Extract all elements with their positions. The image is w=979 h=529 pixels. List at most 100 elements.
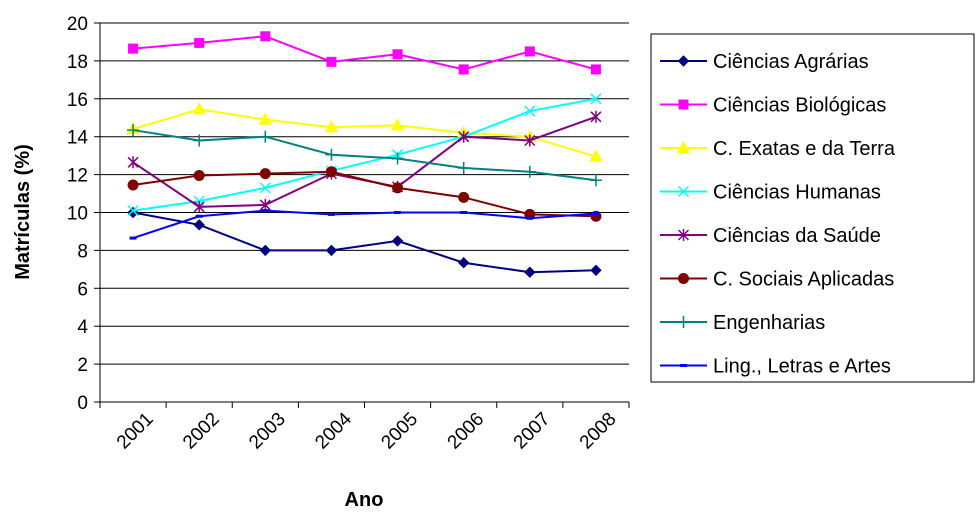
series-8 bbox=[129, 209, 600, 240]
legend-marker bbox=[677, 316, 690, 328]
x-tick-label: 2005 bbox=[377, 409, 422, 454]
data-point bbox=[193, 170, 205, 182]
data-point bbox=[259, 168, 271, 180]
data-point bbox=[590, 110, 602, 123]
legend-marker bbox=[678, 99, 689, 110]
y-tick-label: 4 bbox=[77, 317, 88, 338]
legend: Ciências Agrárias Ciências Biológicas C. E… bbox=[650, 33, 975, 383]
data-point bbox=[193, 134, 206, 147]
data-point bbox=[526, 216, 534, 220]
y-tick-labels: 0 2 4 6 8 10 12 14 16 18 20 bbox=[67, 14, 89, 414]
legend-label: Ciências da Saúde bbox=[713, 225, 881, 247]
y-tick-label: 8 bbox=[77, 241, 88, 262]
x-tick-label: 2004 bbox=[311, 408, 356, 453]
data-point bbox=[590, 64, 601, 75]
data-point bbox=[458, 130, 470, 143]
data-point bbox=[458, 64, 469, 75]
legend-label: C. Sociais Aplicadas bbox=[713, 269, 894, 291]
legend-marker bbox=[678, 273, 689, 284]
legend-marker bbox=[676, 140, 691, 153]
data-point bbox=[127, 206, 139, 219]
data-point bbox=[457, 161, 470, 174]
data-point bbox=[194, 37, 205, 48]
legend-label: Ciências Humanas bbox=[713, 182, 881, 204]
data-point bbox=[391, 152, 404, 165]
data-point bbox=[325, 166, 337, 178]
legend-entry: Engenharias bbox=[660, 312, 825, 334]
series-line bbox=[132, 35, 597, 71]
data-point bbox=[127, 124, 140, 137]
series-line bbox=[132, 211, 596, 274]
x-tick-label: 2008 bbox=[576, 409, 621, 454]
legend-label: Ciências Biológicas bbox=[713, 95, 886, 117]
data-point bbox=[325, 148, 338, 161]
data-point bbox=[524, 266, 536, 278]
data-point bbox=[129, 236, 137, 240]
data-point bbox=[193, 219, 205, 231]
legend-marker bbox=[680, 364, 687, 367]
y-tick-label: 10 bbox=[67, 204, 88, 225]
y-tick-label: 16 bbox=[67, 90, 88, 111]
y-tick-label: 12 bbox=[67, 166, 88, 187]
data-point bbox=[524, 134, 536, 147]
legend-entry: Ciências Humanas bbox=[660, 182, 881, 204]
data-point bbox=[460, 211, 468, 214]
data-point bbox=[261, 209, 269, 213]
x-tick-label: 2002 bbox=[179, 409, 224, 454]
data-point bbox=[258, 112, 273, 125]
data-point bbox=[458, 191, 470, 203]
legend-label: C. Exatas e da Terra bbox=[713, 138, 896, 160]
data-point bbox=[394, 211, 402, 214]
data-point bbox=[589, 174, 602, 187]
data-point bbox=[127, 156, 139, 169]
y-tick-label: 20 bbox=[67, 14, 88, 35]
data-point bbox=[193, 200, 205, 213]
legend-marker bbox=[677, 229, 690, 241]
legend-box bbox=[650, 33, 975, 383]
series-line bbox=[132, 129, 597, 182]
x-tick-labels: 2001 2002 2003 2004 2005 2006 2007 2008 bbox=[113, 408, 621, 453]
legend-marker bbox=[677, 55, 690, 67]
data-point bbox=[392, 182, 404, 194]
legend-marker bbox=[677, 185, 690, 198]
series-line bbox=[132, 170, 596, 218]
legend-entry: Ciências da Saúde bbox=[660, 225, 881, 247]
data-point bbox=[524, 46, 535, 57]
data-point bbox=[259, 182, 271, 194]
series-6 bbox=[127, 166, 602, 222]
y-tick-label: 6 bbox=[77, 279, 88, 300]
data-point bbox=[392, 49, 403, 60]
data-point bbox=[259, 198, 271, 211]
legend-entry: Ciências Biológicas bbox=[660, 95, 886, 117]
data-point bbox=[127, 179, 139, 191]
series-3 bbox=[126, 102, 603, 162]
x-tick-label: 2007 bbox=[510, 409, 555, 454]
data-point bbox=[590, 93, 602, 105]
data-point bbox=[326, 56, 337, 67]
legend-label: Engenharias bbox=[713, 312, 825, 334]
data-point bbox=[260, 31, 271, 42]
series-2 bbox=[128, 31, 601, 75]
data-point bbox=[195, 214, 203, 218]
y-tick-label: 14 bbox=[67, 128, 89, 149]
series-line bbox=[132, 209, 597, 240]
series-line bbox=[132, 108, 597, 158]
y-axis-title: Matrículas (%) bbox=[12, 144, 34, 280]
data-point bbox=[523, 165, 536, 178]
data-point bbox=[192, 102, 207, 115]
data-point bbox=[127, 205, 139, 217]
data-point bbox=[324, 120, 339, 133]
data-point bbox=[259, 130, 272, 143]
y-tick-label: 0 bbox=[77, 393, 88, 414]
data-point bbox=[590, 264, 602, 277]
data-point bbox=[457, 257, 470, 269]
data-point bbox=[589, 149, 603, 162]
x-tick-label: 2006 bbox=[444, 409, 489, 454]
data-point bbox=[524, 105, 536, 117]
y-tick-label: 2 bbox=[77, 355, 88, 376]
data-point bbox=[592, 211, 600, 215]
x-tick-label: 2003 bbox=[245, 409, 290, 454]
data-point bbox=[259, 244, 272, 257]
legend-entry: Ciências Agrárias bbox=[660, 51, 869, 73]
